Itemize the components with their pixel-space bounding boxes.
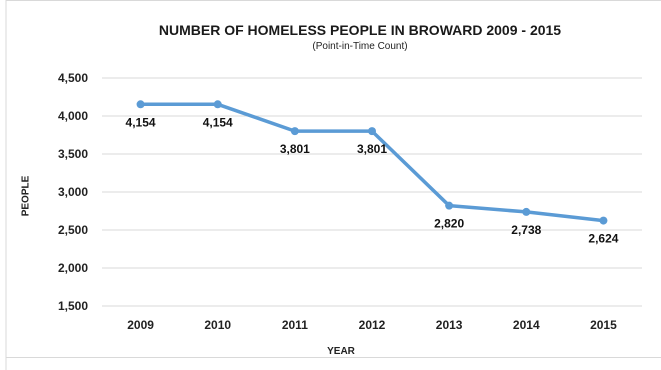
chart-subtitle: (Point-in-Time Count) (312, 41, 408, 52)
x-tick-label: 2011 (282, 318, 308, 332)
x-tick-label: 2015 (590, 318, 617, 332)
data-point (136, 100, 145, 109)
x-tick-label: 2010 (204, 318, 231, 332)
chart-title: NUMBER OF HOMELESS PEOPLE IN BROWARD 200… (158, 22, 562, 38)
data-label: 2,820 (434, 217, 464, 231)
x-tick-label: 2013 (436, 318, 463, 332)
x-tick-label: 2014 (513, 318, 540, 332)
y-tick-label: 4,500 (58, 71, 88, 85)
data-label: 3,801 (357, 142, 387, 156)
y-tick-label: 1,500 (58, 299, 88, 313)
data-point (445, 201, 454, 210)
y-tick-label: 3,000 (58, 185, 88, 199)
data-point (290, 127, 299, 136)
data-label: 4,154 (126, 115, 156, 129)
data-label: 2,624 (588, 232, 618, 246)
y-tick-label: 4,000 (58, 109, 88, 123)
data-point (368, 127, 376, 136)
data-label: 3,801 (280, 142, 310, 156)
data-point (599, 216, 608, 225)
y-tick-label: 2,000 (58, 261, 88, 275)
x-tick-label: 2012 (359, 318, 386, 332)
data-label: 4,154 (203, 115, 233, 129)
y-tick-label: 2,500 (58, 223, 88, 237)
data-label: 2,738 (511, 223, 541, 237)
data-point (522, 207, 531, 216)
y-tick-label: 3,500 (58, 147, 88, 161)
x-tick-label: 2009 (127, 318, 154, 332)
x-axis-label: YEAR (327, 346, 355, 357)
data-point (213, 100, 222, 109)
